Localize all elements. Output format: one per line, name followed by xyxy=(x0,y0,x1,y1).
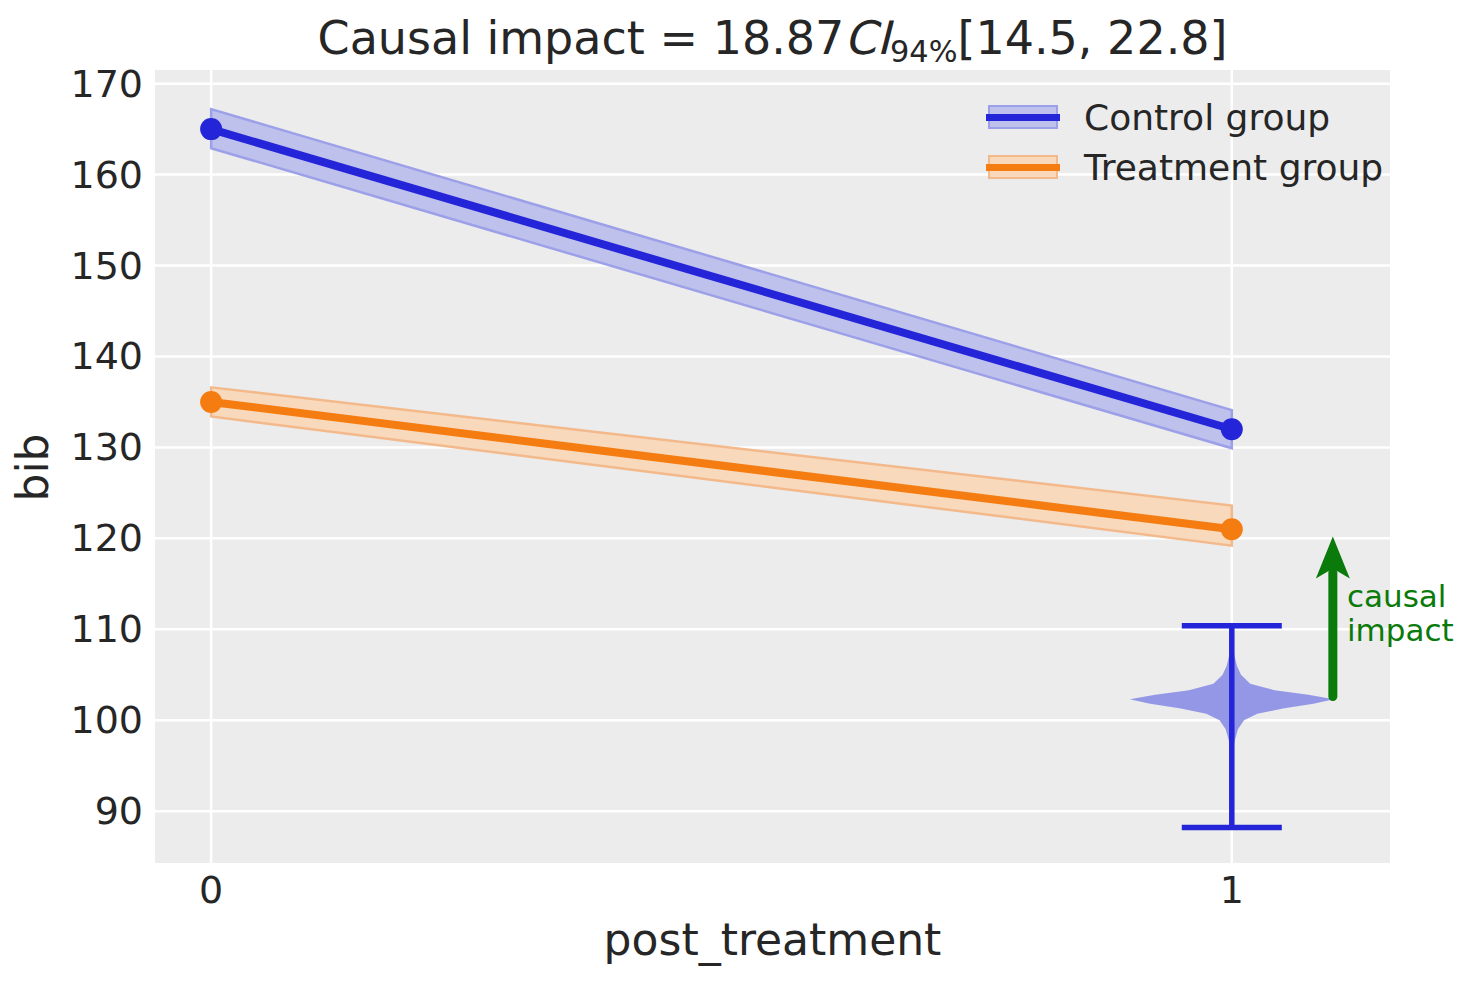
chart-title: Causal impact = 18.87CI94%[14.5, 22.8] xyxy=(155,12,1390,78)
treatment-point xyxy=(200,391,222,413)
legend-item-control-group: Control group xyxy=(988,92,1383,142)
x-tick-label-0: 0 xyxy=(171,868,251,912)
y-tick-label-90: 90 xyxy=(0,787,143,835)
annotation-line-2: impact xyxy=(1347,613,1454,647)
y-tick-label-100: 100 xyxy=(0,696,143,744)
title-interval: [14.5, 22.8] xyxy=(958,11,1228,65)
control-legend-line xyxy=(986,114,1060,121)
title-ci: CI xyxy=(844,11,890,65)
y-tick-label-160: 160 xyxy=(0,151,143,199)
legend: Control group Treatment group xyxy=(988,92,1383,192)
causal-impact-annotation: causal impact xyxy=(1347,579,1454,647)
control-legend-label: Control group xyxy=(1084,97,1330,138)
x-tick-label-1: 1 xyxy=(1192,868,1272,912)
title-ci-subscript: 94% xyxy=(890,34,957,69)
treatment-legend-swatch xyxy=(988,155,1058,179)
y-tick-label-110: 110 xyxy=(0,605,143,653)
treatment-legend-label: Treatment group xyxy=(1084,147,1383,188)
control-legend-swatch xyxy=(988,105,1058,129)
causal-impact-figure: Causal impact = 18.87CI94%[14.5, 22.8] b… xyxy=(0,0,1463,983)
y-tick-label-120: 120 xyxy=(0,514,143,562)
treatment-legend-line xyxy=(986,164,1060,171)
annotation-line-1: causal xyxy=(1347,579,1454,613)
legend-item-treatment-group: Treatment group xyxy=(988,142,1383,192)
y-tick-label-140: 140 xyxy=(0,332,143,380)
x-axis-label: post_treatment xyxy=(155,914,1390,965)
y-tick-label-170: 170 xyxy=(0,60,143,108)
control-point xyxy=(200,118,222,140)
control-point xyxy=(1221,418,1243,440)
title-prefix: Causal impact = 18.87 xyxy=(318,11,845,65)
treatment-point xyxy=(1221,518,1243,540)
y-tick-label-150: 150 xyxy=(0,242,143,290)
y-tick-label-130: 130 xyxy=(0,423,143,471)
